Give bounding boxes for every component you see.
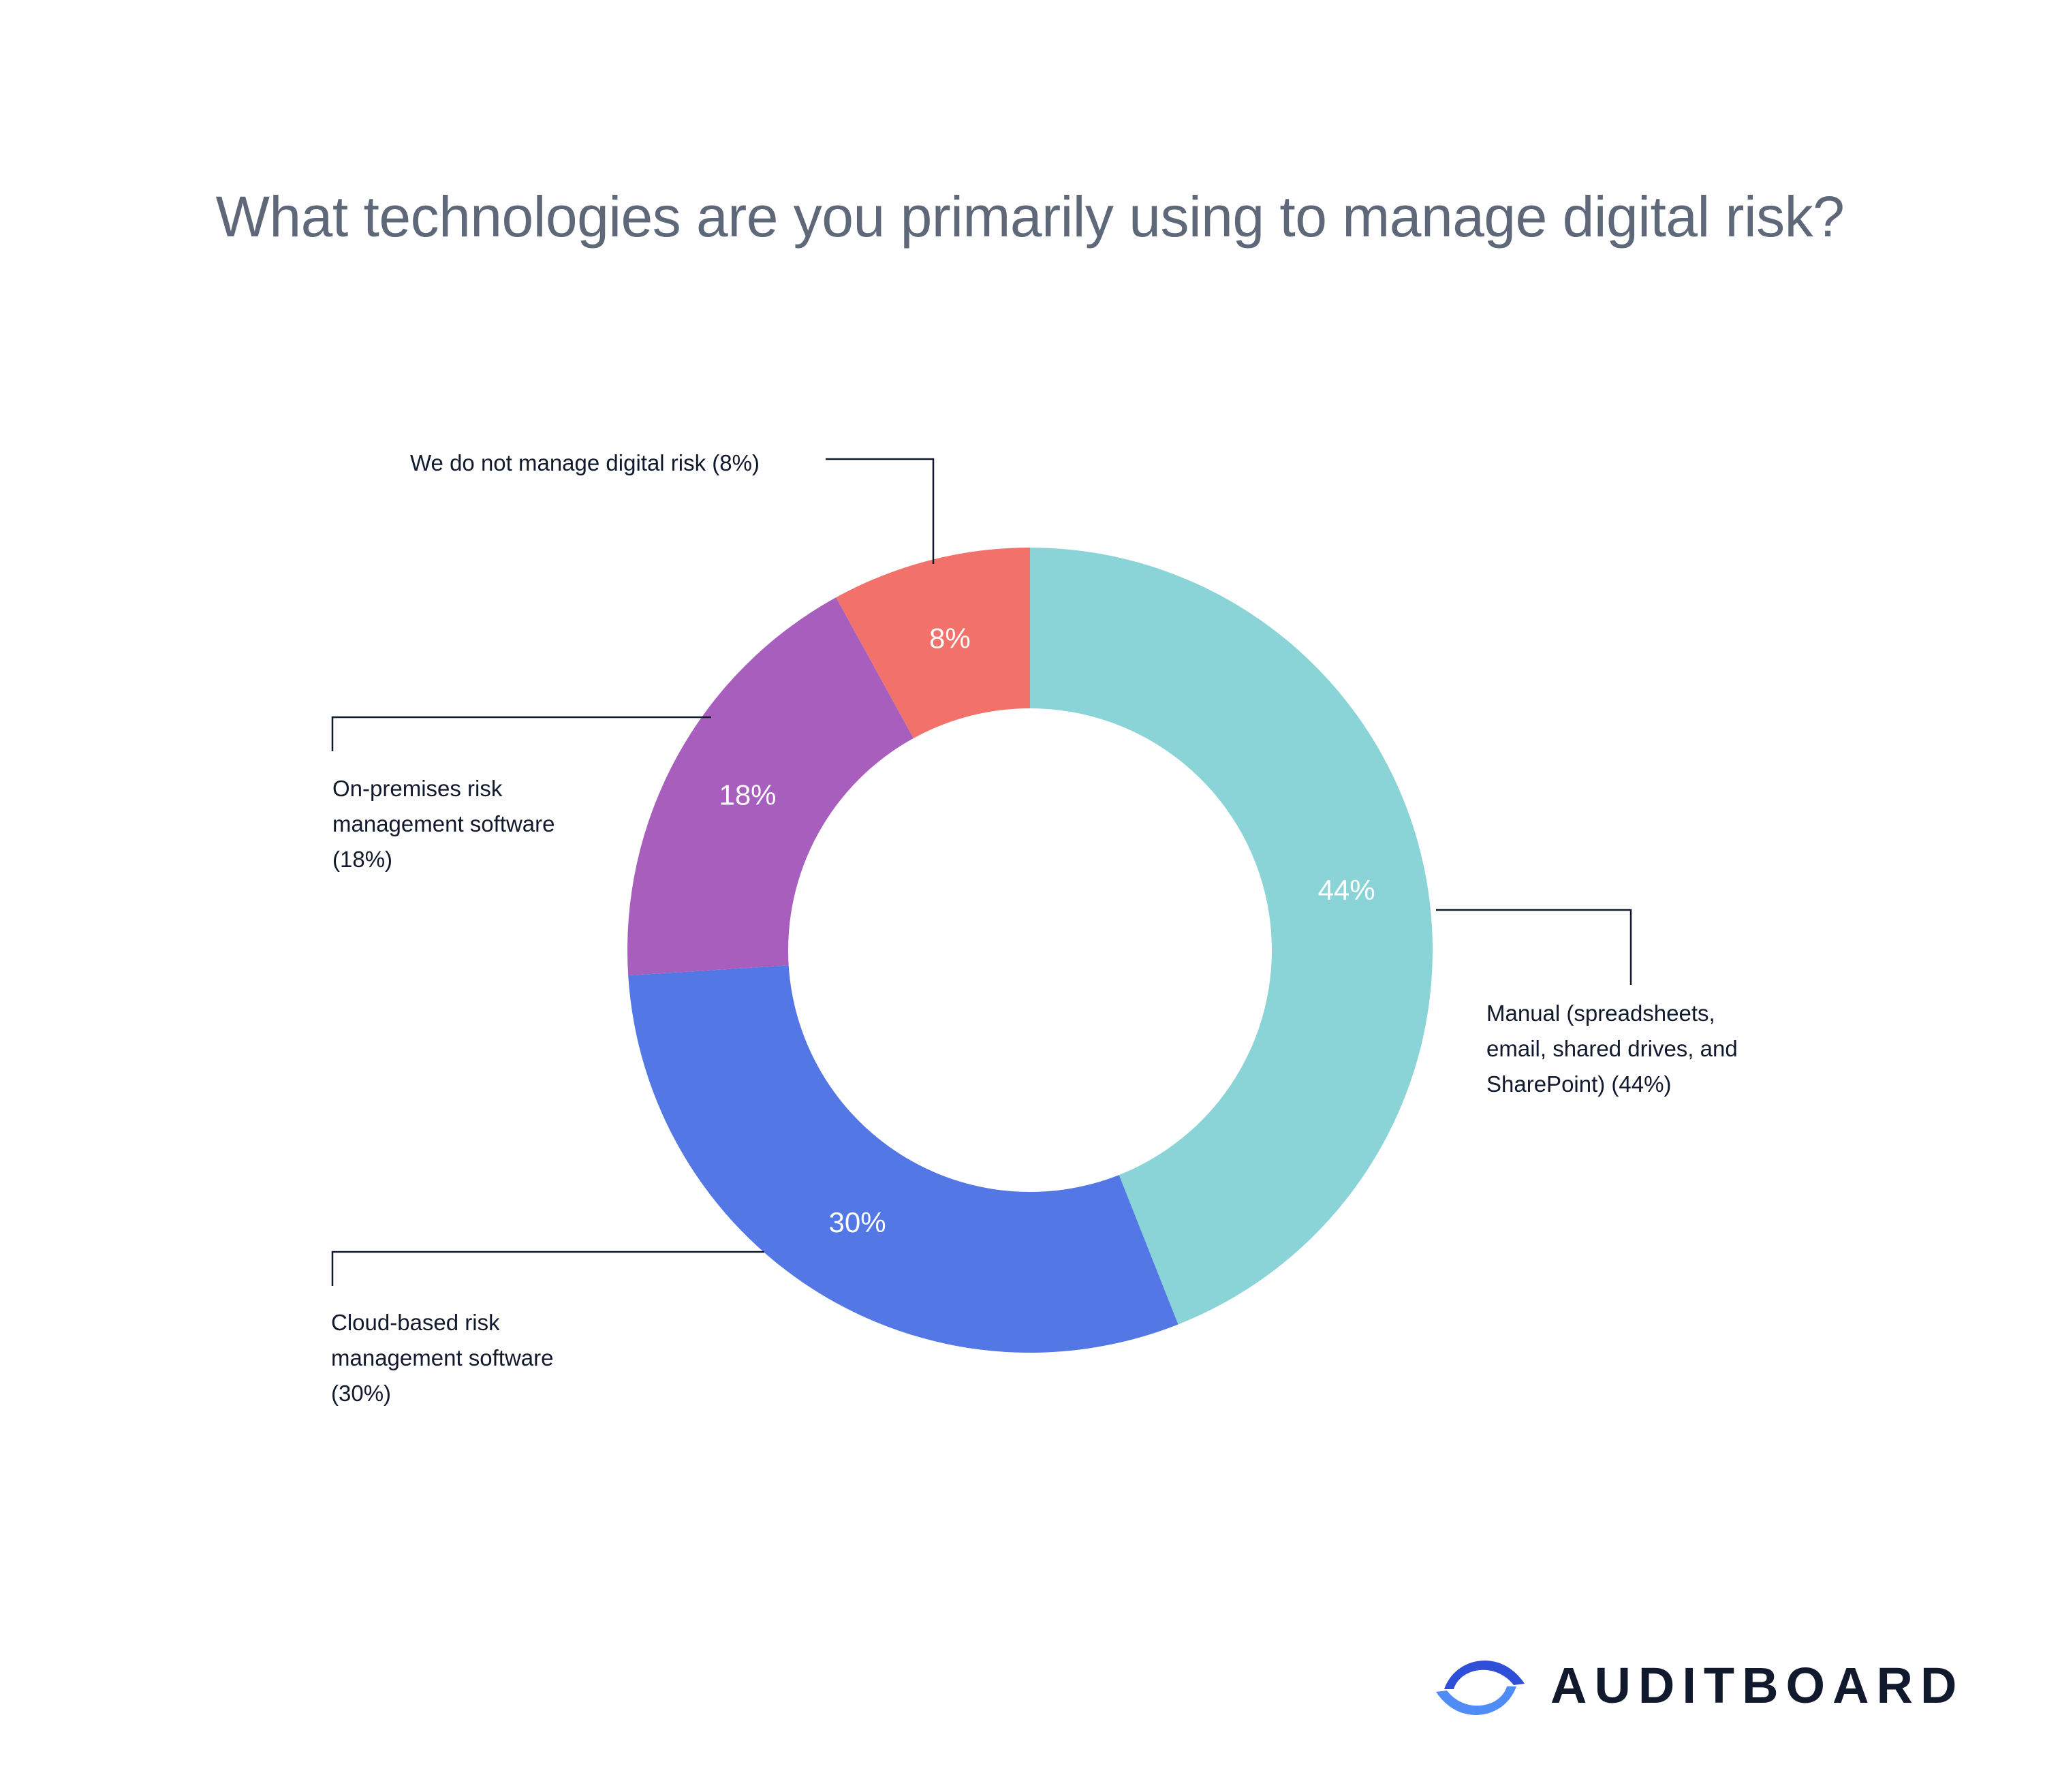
callout-manual-line-2: email, shared drives, and xyxy=(1486,1036,1738,1061)
callout-no-management-line-1: We do not manage digital risk (8%) xyxy=(410,450,760,475)
chart-title: What technologies are you primarily usin… xyxy=(215,185,1845,249)
slice-no-management xyxy=(836,548,1030,738)
slice-cloud xyxy=(628,965,1179,1353)
leader-line-manual xyxy=(1436,909,1632,985)
callout-cloud-line-2: management software xyxy=(331,1345,554,1370)
slice-manual xyxy=(1030,548,1433,1325)
callout-manual-line-1: Manual (spreadsheets, xyxy=(1486,1001,1715,1026)
value-label-on-premises: 18% xyxy=(719,779,776,811)
leader-line-no-management xyxy=(826,458,935,564)
slices-layer xyxy=(627,548,1433,1353)
leader-line-on-premises xyxy=(331,716,711,751)
value-label-no-management: 8% xyxy=(929,622,971,654)
callout-no-management: We do not manage digital risk (8%) xyxy=(410,445,760,481)
leader-lines xyxy=(331,458,1632,1286)
value-label-cloud: 30% xyxy=(829,1206,886,1238)
callout-on-premises-line-1: On-premises risk xyxy=(332,776,503,801)
callout-cloud-line-3: (30%) xyxy=(331,1381,392,1406)
value-labels: 44% 30% 18% 8% xyxy=(719,622,1375,1238)
value-label-manual: 44% xyxy=(1318,874,1375,906)
slice-on-premises xyxy=(627,597,914,976)
callout-manual-line-3: SharePoint) (44%) xyxy=(1486,1071,1672,1097)
callout-on-premises-line-3: (18%) xyxy=(332,847,393,872)
callout-on-premises: On-premises risk management software (18… xyxy=(332,771,555,877)
callout-manual: Manual (spreadsheets, email, shared driv… xyxy=(1486,996,1738,1102)
auditboard-logo: AUDITBOARD xyxy=(1429,1647,1974,1729)
callout-cloud: Cloud-based risk management software (30… xyxy=(331,1305,554,1411)
callout-on-premises-line-2: management software xyxy=(332,811,555,836)
leader-line-cloud xyxy=(331,1251,764,1286)
callout-cloud-line-1: Cloud-based risk xyxy=(331,1310,500,1335)
auditboard-logo-text: AUDITBOARD xyxy=(1550,1657,1965,1714)
auditboard-logo-icon xyxy=(1436,1661,1525,1715)
